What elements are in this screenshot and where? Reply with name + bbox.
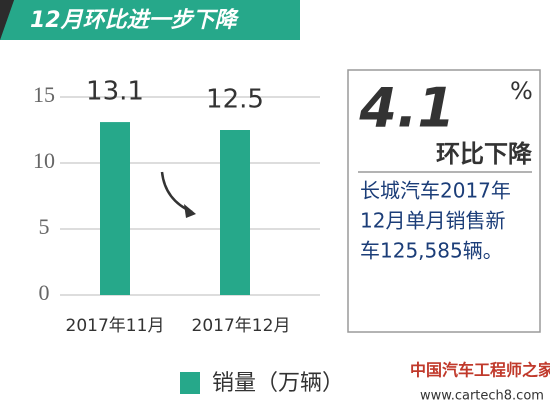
watermark-name: 中国汽车工程师之家 — [410, 361, 550, 380]
bar — [220, 130, 250, 295]
title-banner — [0, 0, 300, 40]
highlight-unit: % — [510, 77, 533, 105]
bar — [100, 122, 130, 295]
description-line: 12月单月销售新 — [360, 209, 505, 233]
value-label: 12.5 — [206, 85, 264, 115]
legend-label: 销量（万辆） — [212, 371, 344, 396]
trend-arrowhead — [184, 204, 196, 218]
x-tick-label: 2017年11月 — [66, 316, 165, 336]
highlight-caption: 环比下降 — [436, 140, 533, 168]
annotation-box — [347, 69, 541, 333]
watermark-url: www.cartech8.com — [420, 389, 544, 404]
y-tick-label: 5 — [39, 214, 50, 239]
legend-swatch — [180, 372, 200, 394]
description-line: 长城汽车2017年 — [360, 179, 511, 203]
y-tick-label: 15 — [33, 82, 55, 107]
title-corner — [0, 0, 14, 40]
x-tick-label: 2017年12月 — [192, 316, 291, 336]
y-tick-label: 10 — [33, 148, 55, 173]
chart-title: 12月环比进一步下降 — [30, 8, 240, 33]
description-line: 车125,585辆。 — [360, 239, 503, 263]
highlight-value: 4.1 — [358, 77, 455, 140]
value-label: 13.1 — [86, 77, 144, 107]
y-tick-label: 0 — [39, 280, 50, 305]
